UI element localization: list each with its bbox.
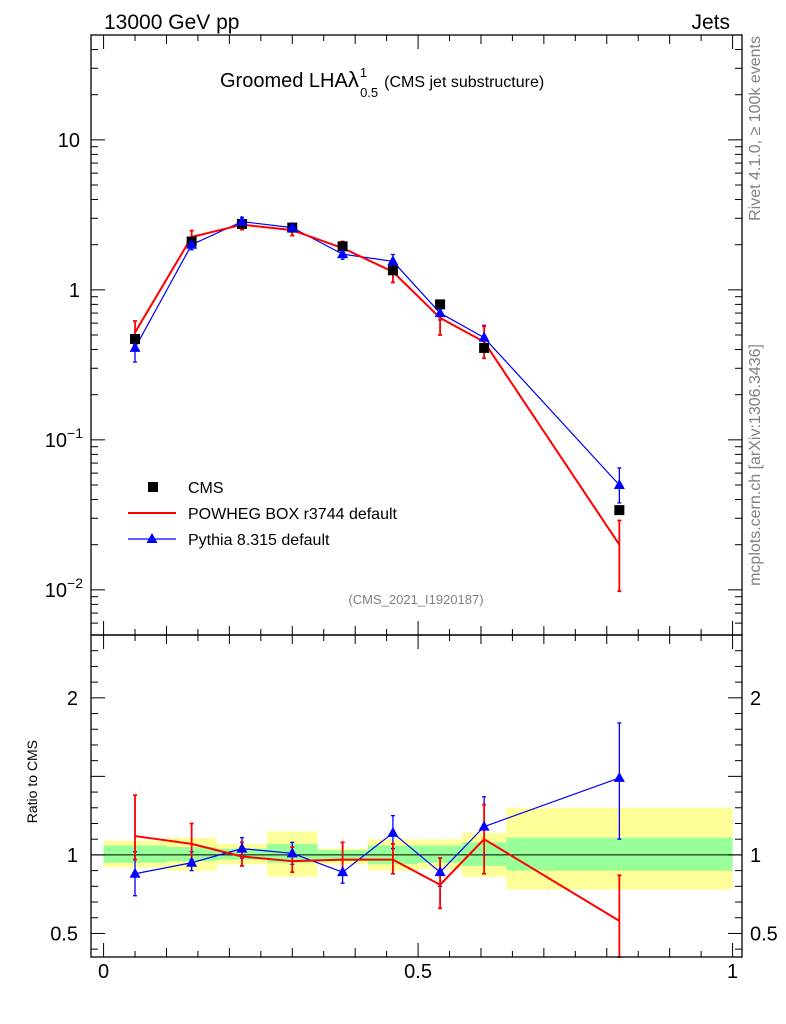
pythia-marker [434,307,446,318]
pythia-ratio-marker [286,847,298,858]
legend: CMS POWHEG BOX r3744 default Pythia 8.31… [128,480,398,549]
legend-cms-marker [148,482,158,492]
ratio-y-tick-label-right: 1 [750,845,761,867]
ratio-y-tick-label-right: 2 [750,688,761,710]
legend-pythia-label: Pythia 8.315 default [188,532,330,549]
x-axis: 0 0.5 1 [98,961,738,983]
pythia-ratio-marker [387,826,399,837]
collision-label: 13000 GeV pp [104,11,239,34]
plot-title: Groomed LHAλ1 0.5(CMS jet substructure) [220,65,544,100]
y-tick-label: 10 [58,130,80,152]
pythia-line [134,221,620,486]
pythia-ratio-marker [434,866,446,877]
cms-data-point [479,342,490,353]
y-tick-label: 1 [69,280,80,302]
pythia-ratio-marker [129,867,141,878]
cms-data-point [337,241,348,252]
ratio-y-tick-label: 2 [67,688,78,710]
ratio-band-inner [506,837,733,871]
cms-data-point [614,505,625,516]
pythia-marker [186,238,198,249]
ratio-band-inner [418,845,463,863]
rivet-label: Rivet 4.1.0, ≥ 100k events [747,36,764,221]
cms-data-point [387,265,398,276]
pythia-ratio-marker [613,771,625,782]
ratio-axis-label: Ratio to CMS [24,740,40,823]
pythia-ratio-marker [186,856,198,867]
pythia-marker [613,479,625,489]
pythia-marker [337,248,349,259]
legend-pythia-marker [146,533,158,543]
x-tick-label: 1 [727,961,738,983]
ratio-y-tick-label: 0.5 [50,923,78,945]
ratio-y-tick-label-right: 0.5 [750,923,778,945]
y-tick-label: 10−2 [45,575,83,602]
x-tick-label: 0 [98,961,109,983]
process-label: Jets [691,11,730,34]
ratio-frame [90,634,743,958]
y-tick-label: 10−1 [45,425,83,452]
analysis-id: (CMS_2021_I1920187) [348,592,483,607]
cms-data-point [130,334,141,345]
main-panel: 10−2 10−1 1 10 Groomed LHAλ1 0.5(CMS jet sub… [45,34,743,636]
pythia-ratio-marker [478,820,490,831]
pythia-marker [478,331,490,342]
pythia-marker [236,215,248,226]
legend-cms-label: CMS [188,480,224,497]
ratio-y-tick-label: 1 [67,845,78,867]
x-tick-label: 0.5 [404,961,432,983]
cms-data-point [435,299,446,310]
pythia-marker [387,255,399,266]
pythia-marker [129,341,141,352]
ratio-panel: 0.5 0.5 1 1 2 2 Ratio to CMS [24,634,778,958]
pythia-ratio-marker [337,866,349,877]
pythia-ratio-marker [236,842,248,853]
mcplots-label: mcplots.cern.ch [arXiv:1306.3436] [747,344,764,586]
pythia-marker [286,221,298,232]
legend-powheg-label: POWHEG BOX r3744 default [188,506,398,523]
